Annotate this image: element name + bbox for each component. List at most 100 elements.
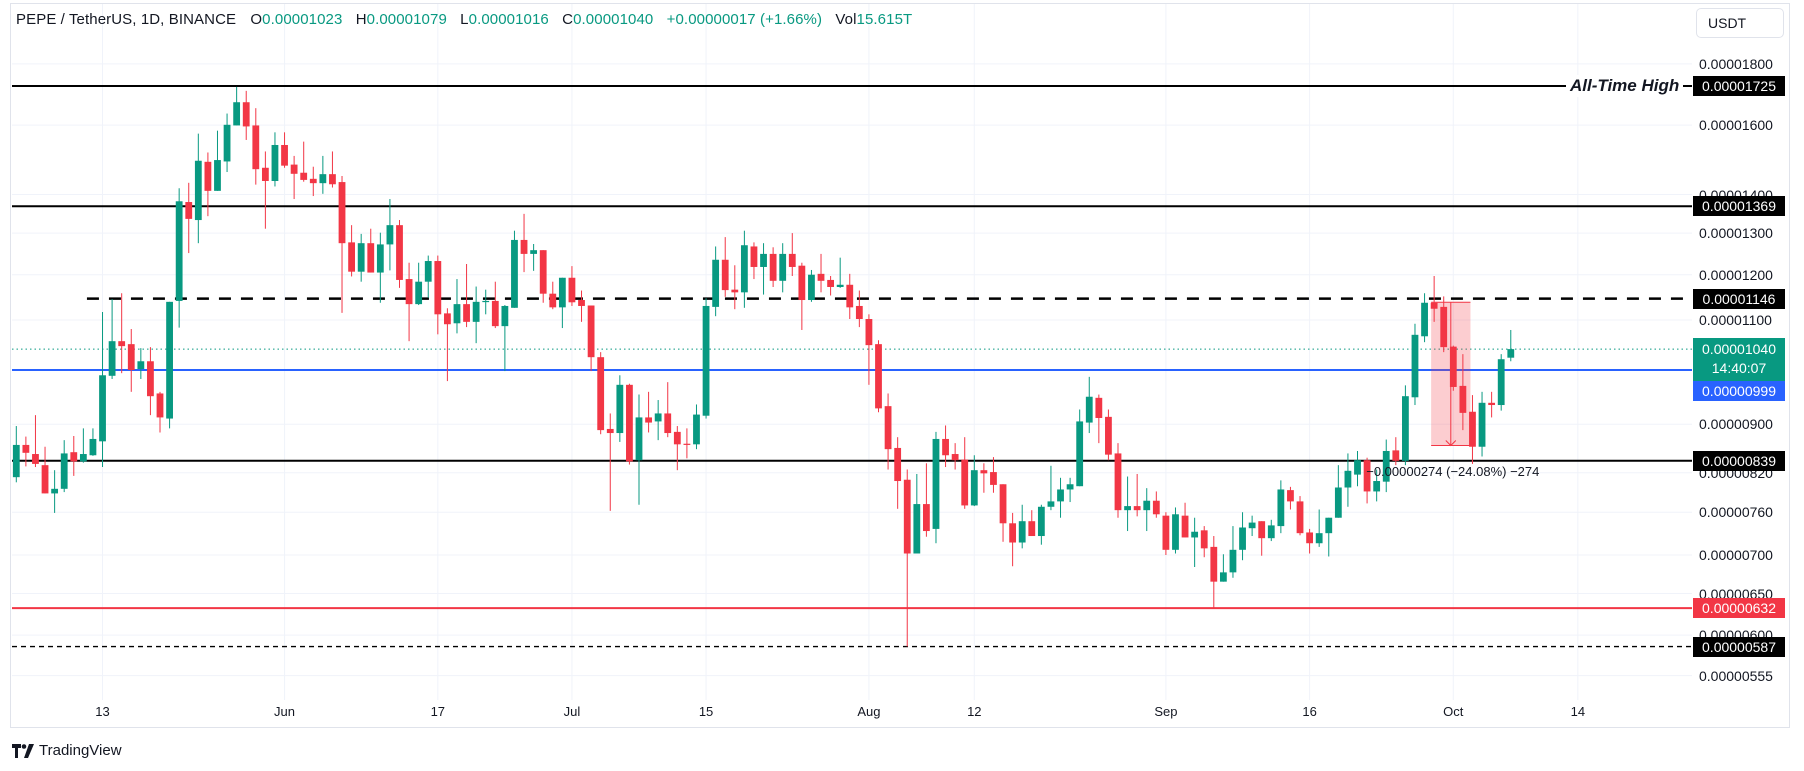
candle-body [41,465,49,494]
candle [156,391,164,433]
candle-body [194,160,202,221]
candle-body [1105,416,1112,455]
candle [673,426,681,471]
currency-button[interactable]: USDT [1696,8,1784,38]
candle [108,299,116,379]
candle-body [1085,396,1093,423]
x-tick-label: 14 [1570,704,1586,719]
candle [1162,512,1170,555]
candle [1239,512,1246,561]
candle [386,199,394,271]
candle-body [1037,506,1045,537]
candle-body [1258,521,1266,539]
candle-body [1181,515,1189,538]
y-tick-label: 0.00000900 [1699,416,1773,433]
candle-body [1325,517,1333,534]
candle [1219,554,1227,582]
candle-body [511,239,518,308]
candle-body [1047,501,1055,507]
candle-body [654,413,662,422]
tradingview-logo[interactable]: TradingView [12,742,122,759]
candle-body [1382,450,1390,482]
candle-body [12,444,20,478]
candle [1382,439,1390,493]
candle-body [444,313,451,325]
candle [1105,409,1112,461]
symbol-title[interactable]: PEPE / TetherUS, 1D, BINANCE [16,11,237,28]
candle-body [760,253,767,267]
chart-frame [10,3,1790,728]
candle [281,132,288,168]
candle [788,233,796,277]
candle [635,394,643,505]
x-tick-label: Jul [563,704,581,719]
candle [1248,515,1256,537]
candle [683,428,691,459]
bar-countdown: 14:40:07 [1711,360,1767,377]
candle-body [808,274,815,301]
candle-body [367,243,375,273]
candle-body [453,304,461,324]
candle-body [836,284,844,287]
candle [999,484,1007,542]
candle-body [932,438,940,529]
candle-body [1172,514,1179,550]
candle [827,276,834,296]
candle [961,437,969,509]
candle-body [923,504,930,532]
candle-body [1497,359,1505,406]
candle-body [396,225,403,280]
candle [1095,394,1103,444]
x-tick-label: 15 [698,704,714,719]
candle [12,426,20,483]
candle-body [1219,572,1227,582]
candle [1028,510,1036,537]
candle-body [424,261,432,282]
candle-body [491,300,499,327]
candle-body [1440,306,1448,348]
y-tick-label: 0.00001200 [1699,266,1773,283]
candle-body [558,277,566,308]
candle-body [817,273,825,281]
candle-body [1229,549,1237,573]
candle-body [999,484,1007,524]
candle [319,155,327,194]
candle [1325,517,1333,557]
high-value: 0.00001079 [366,11,447,28]
candle-body [60,453,68,489]
candle-body [1076,421,1084,487]
candle-body [702,305,710,416]
candle-body [281,144,288,166]
candle [300,141,308,182]
x-tick-label: Aug [857,704,881,719]
candle-body [1277,489,1285,527]
candle [482,289,490,315]
candle [1296,496,1304,536]
candle-body [434,261,442,315]
candle-body [1133,506,1141,511]
candle [1344,453,1352,507]
candle [185,182,193,254]
candle [942,425,949,468]
y-tick-label: 0.00001600 [1699,117,1773,134]
candle-body [51,488,59,494]
current-price-label: 0.00001040 14:40:07 [1693,338,1785,382]
candle-body [1114,453,1122,511]
candle-body [961,459,969,506]
candle [147,347,154,416]
candle [194,133,202,244]
candle [1478,391,1486,457]
candle [1124,476,1131,532]
level-price-label: 0.00000999 [1693,381,1785,402]
candle [1152,491,1160,518]
measurement-label: −0.00000274 (−24.08%) −274 [1366,463,1540,479]
candle-body [127,344,135,371]
high-label: H [355,11,367,28]
candle [204,152,212,217]
candle [846,273,854,320]
candle-body [606,428,614,434]
candle-body [1018,521,1026,543]
candle [348,225,355,277]
candle [1057,477,1064,518]
